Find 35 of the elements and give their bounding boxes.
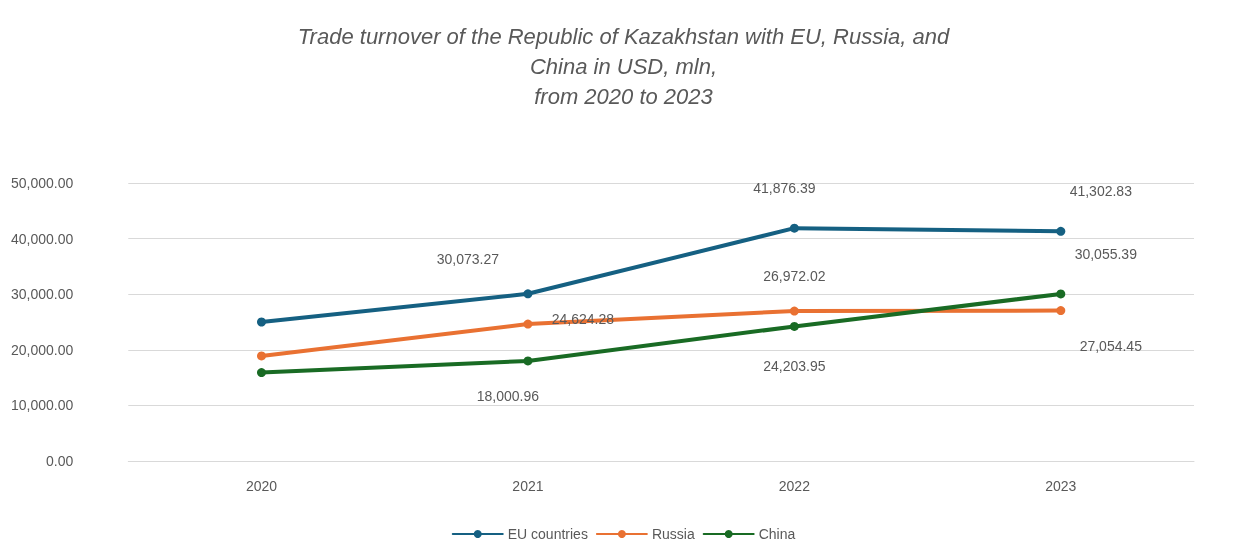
point xyxy=(257,351,266,361)
data-label: 41,302.83 xyxy=(1069,183,1133,200)
legend-label: Russia xyxy=(651,526,695,542)
data-label: 18,000.96 xyxy=(476,387,540,404)
y-tick-label: 0.00 xyxy=(46,453,74,469)
data-label: 26,972.02 xyxy=(763,268,826,285)
point xyxy=(1056,226,1066,236)
point xyxy=(789,223,799,233)
point xyxy=(257,368,266,378)
chart-title: Trade turnover of the Republic of Kazakhstan with EU, Russia, and China in USD, mln, from 2020 to 2023 xyxy=(297,23,950,109)
data-label: 41,876.39 xyxy=(753,180,816,197)
legend-label: China xyxy=(758,526,796,542)
data-label: 30,073.27 xyxy=(436,250,500,267)
data-label: 27,054.45 xyxy=(1079,337,1143,354)
point xyxy=(1056,289,1066,299)
y-tick-label: 10,000.00 xyxy=(10,397,74,414)
data-label: 30,055.39 xyxy=(1074,245,1138,262)
y-tick-label: 30,000.00 xyxy=(10,286,74,303)
point xyxy=(523,319,533,329)
legend-label: EU countries xyxy=(507,526,588,542)
x-tick-label: 2022 xyxy=(778,478,811,494)
x-tick-label: 2020 xyxy=(245,478,278,494)
y-tick-label: 50,000.00 xyxy=(10,175,74,191)
data-label: 24,203.95 xyxy=(763,358,826,375)
y-tick-label: 20,000.00 xyxy=(10,341,74,358)
x-tick-label: 2021 xyxy=(512,478,544,494)
point xyxy=(789,321,799,331)
data-label: 24,624.28 xyxy=(551,311,615,328)
x-tick-label: 2023 xyxy=(1045,478,1077,494)
point xyxy=(789,306,799,316)
point xyxy=(1056,306,1066,316)
y-tick-label: 40,000.00 xyxy=(10,230,74,247)
point xyxy=(523,289,533,299)
point xyxy=(257,317,266,327)
point xyxy=(523,356,533,366)
